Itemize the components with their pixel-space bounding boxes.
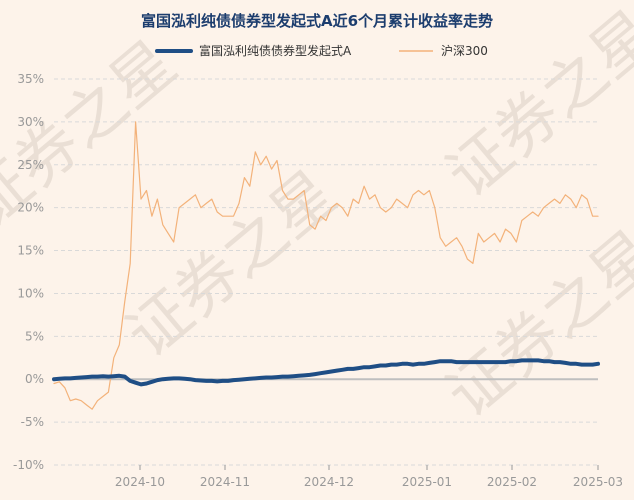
x-tick-label: 2025-03 (573, 475, 623, 489)
y-axis-ticks: -10% -5% 0% 5% 10% 15% 20% 25% 30% 35% (13, 72, 44, 472)
x-tick-label: 2024-11 (200, 475, 250, 489)
x-tick-label: 2025-01 (402, 475, 452, 489)
y-tick-label: 10% (17, 286, 44, 300)
series-line-index (53, 121, 599, 410)
legend-label-fund: 富国泓利纯债债券型发起式A (199, 43, 352, 58)
watermark-text: 证券之星 (433, 0, 634, 211)
y-tick-label: 20% (17, 201, 44, 215)
y-tick-label: 15% (17, 244, 44, 258)
x-axis-ticks: 2024-10 2024-11 2024-12 2025-01 2025-02 2025-… (115, 465, 623, 489)
y-tick-label: -10% (13, 458, 44, 472)
series (52, 121, 600, 410)
x-tick-label: 2025-02 (487, 475, 537, 489)
chart-title: 富国泓利纯债债券型发起式A近6个月累计收益率走势 (141, 12, 493, 30)
y-tick-label: -5% (21, 415, 44, 429)
y-tick-label: 25% (17, 158, 44, 172)
series-line-fund (52, 358, 600, 387)
y-tick-label: 0% (25, 372, 44, 386)
watermark-text: 证券之星 (113, 156, 350, 371)
y-tick-label: 35% (17, 72, 44, 86)
grid (54, 78, 598, 466)
legend: 富国泓利纯债债券型发起式A 沪深300 (155, 43, 488, 58)
y-tick-label: 5% (25, 329, 44, 343)
legend-label-index: 沪深300 (441, 44, 488, 58)
x-tick-label: 2024-12 (304, 475, 354, 489)
y-tick-label: 30% (17, 115, 44, 129)
x-tick-label: 2024-10 (115, 475, 165, 489)
